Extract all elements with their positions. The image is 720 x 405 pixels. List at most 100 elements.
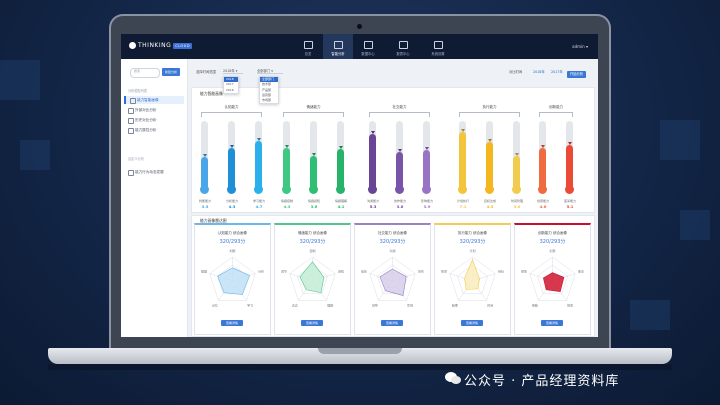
new-analysis-button[interactable]: 新建分析	[162, 68, 180, 76]
sidebar-item-dynamic[interactable]: 能力行为动态发展	[124, 168, 184, 176]
watermark-text: 公众号 · 产品经理资料库	[464, 374, 620, 389]
nav-item-3[interactable]: 报表中心	[388, 34, 418, 59]
nav-item-1[interactable]: 智能分析	[323, 34, 353, 59]
radar-card: 认知能力 综合画像 320/293分 判断 分析 学习 记忆 推理 查看详情	[194, 223, 271, 335]
level-marker	[540, 144, 545, 148]
bar-fill	[539, 147, 546, 191]
monitor-icon	[363, 41, 373, 49]
department-option[interactable]: 产品部	[262, 87, 272, 92]
bar-bulb	[227, 185, 236, 194]
department-option[interactable]: 运营部	[262, 92, 272, 97]
sidebar-item-attribute[interactable]: 能力属性分析	[124, 126, 184, 134]
sidebar-item-history[interactable]: 历史对比分析	[124, 116, 184, 124]
laptop-base	[48, 348, 672, 364]
bar-fill	[255, 140, 262, 191]
radar-grid	[297, 264, 328, 295]
bar-fill	[201, 157, 208, 191]
bar-value: 4.3	[486, 204, 494, 209]
radar-area	[379, 268, 407, 296]
bar-fill	[486, 142, 493, 191]
radar-grid	[289, 256, 336, 301]
group-label: 创新能力	[549, 105, 563, 109]
view-details-button[interactable]: 查看详情	[461, 320, 483, 326]
app-screen: THINKING CLOUD 总览 智能分析 数据中心 报表中心 系统设置 adm…	[121, 34, 598, 337]
flag-icon	[433, 41, 443, 49]
radar-area	[217, 267, 250, 295]
thermometer-bar[interactable]	[255, 121, 262, 191]
sidebar-item-portrait[interactable]: 能力智能画像	[124, 96, 184, 104]
thermometer-bar[interactable]	[337, 121, 344, 191]
level-marker	[256, 137, 261, 141]
compare-link-2[interactable]: 2017年	[551, 70, 563, 74]
thermometer-bar[interactable]	[396, 121, 403, 191]
thermometer-bar[interactable]	[423, 121, 430, 191]
search-input[interactable]: 搜索	[130, 68, 160, 78]
sidebar: 搜索 新建分析 分析模型列表 能力智能画像 外部对比分析 历史对比分析 能力属性…	[121, 59, 188, 337]
thermometer-bar[interactable]	[459, 121, 466, 191]
radar-grid	[449, 256, 496, 301]
radar-axis-label: 学习	[247, 302, 253, 307]
view-details-button[interactable]: 查看详情	[381, 320, 403, 326]
sidebar-item-label: 历史对比分析	[135, 118, 157, 122]
radar-card: 情绪能力 综合画像 320/293分 控制 感知 理解 表达 调节 查看详情	[274, 223, 351, 335]
year-select-value: 2018年	[223, 69, 235, 73]
search-placeholder: 搜索	[134, 69, 141, 73]
app-tag: CLOUD	[173, 43, 193, 49]
year-option[interactable]: 2016	[226, 87, 234, 92]
bar-label: 创意能力	[536, 199, 549, 203]
bar-label: 沟通能力	[366, 199, 379, 203]
thermometer-bar[interactable]	[369, 121, 376, 191]
view-details-button[interactable]: 查看详情	[221, 320, 243, 326]
bar-bulb	[538, 185, 547, 194]
start-analysis-button[interactable]: 开始分析	[567, 71, 586, 78]
nav-item-0[interactable]: 总览	[293, 34, 323, 59]
top-navigation: THINKING CLOUD 总览 智能分析 数据中心 报表中心 系统设置 adm…	[121, 34, 598, 59]
level-marker	[567, 141, 572, 145]
trend-icon	[128, 170, 134, 176]
panel-title: 能力智能画像	[200, 91, 223, 96]
card-score: 320/293分	[539, 239, 566, 245]
bar-fill	[423, 150, 430, 191]
nav-item-2[interactable]: 数据中心	[353, 34, 383, 59]
year-option[interactable]: 2017	[226, 82, 234, 87]
bar-bulb	[458, 185, 467, 194]
sidebar-item-external[interactable]: 外部对比分析	[124, 106, 184, 114]
laptop-shadow	[48, 364, 672, 370]
group-brace	[201, 112, 262, 117]
thermometer-bar[interactable]	[486, 121, 493, 191]
compare-link-1[interactable]: 2018年	[533, 70, 545, 74]
view-details-button[interactable]: 查看详情	[301, 320, 323, 326]
bar-value: 3.6	[513, 204, 521, 209]
department-select[interactable]: 全部部门 ▾	[257, 68, 283, 74]
bar-value: 4.3	[228, 204, 236, 209]
view-details-button[interactable]: 查看详情	[541, 320, 563, 326]
radar-axis-label: 影响	[407, 302, 413, 307]
level-marker	[311, 153, 316, 156]
department-option[interactable]: 市场部	[262, 98, 272, 103]
year-option[interactable]: 2018	[224, 77, 238, 83]
radar-axis-label: 表达	[292, 302, 298, 307]
level-marker	[370, 130, 375, 134]
sidebar-item-label: 外部对比分析	[135, 108, 157, 112]
filter-bar: 选择时间范围 2018年 ▾ 全部部门 ▾ 对比时间 2018年 2017年	[191, 64, 595, 78]
thermometer-bar[interactable]	[310, 121, 317, 191]
nav-label: 智能分析	[331, 52, 345, 56]
compare-label: 对比时间	[509, 70, 523, 74]
user-menu[interactable]: admin ▾	[572, 44, 588, 49]
nav-item-4[interactable]: 系统设置	[423, 34, 453, 59]
thermometer-bar[interactable]	[566, 121, 573, 191]
radar-card: 执行能力 综合画像 320/293分 计划 目标 时间 结果 效率 查看详情	[434, 223, 511, 335]
year-select[interactable]: 2018年 ▾	[223, 68, 243, 74]
thermometer-bar[interactable]	[539, 121, 546, 191]
radar-axis-label: 目标	[498, 269, 504, 274]
bar-fill	[310, 156, 317, 191]
thermometer-bar[interactable]	[228, 121, 235, 191]
thermometer-bar[interactable]	[283, 121, 290, 191]
radar-axis-label: 效率	[441, 269, 447, 274]
department-option[interactable]: 全部部门	[260, 77, 278, 83]
thermometer-bar[interactable]	[513, 121, 520, 191]
panel-title: 能力画像雷达图	[200, 218, 227, 223]
department-option[interactable]: 技术部	[262, 82, 272, 87]
